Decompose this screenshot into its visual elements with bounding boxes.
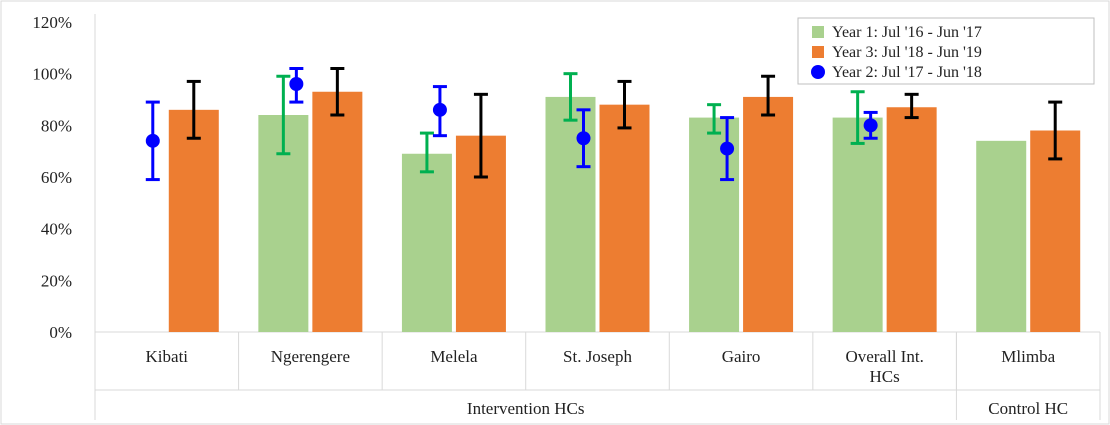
category-label: Gairo [722,347,761,366]
bar-year1 [401,153,452,332]
bar-year1 [832,117,883,332]
bar-year3 [886,107,937,332]
legend-label: Year 2: Jul '17 - Jun '18 [832,64,982,81]
bar-year3 [1030,130,1081,332]
group-label: Intervention HCs [467,399,585,418]
legend-box [797,17,1095,85]
point-year2 [576,131,591,146]
category-label: Overall Int. [845,347,923,366]
bar-year3 [168,109,219,332]
category-label: St. Joseph [563,347,632,366]
legend-swatch-year1 [812,26,824,38]
bar-year3 [599,104,650,333]
y-tick-label: 20% [41,271,72,290]
bar-year1 [976,140,1027,332]
bar-year3 [743,96,794,333]
y-tick-label: 80% [41,116,72,135]
point-year2 [720,141,735,156]
y-tick-label: 40% [41,220,72,239]
y-tick-label: 0% [49,323,72,342]
point-year2 [145,133,160,148]
category-label: HCs [870,367,900,386]
bar-year1 [545,96,596,333]
bar-year3 [312,91,363,332]
point-year2 [863,118,878,133]
legend-label: Year 3: Jul '18 - Jun '19 [832,44,982,61]
legend-swatch-year3 [812,46,824,58]
category-label: Melela [430,347,478,366]
y-tick-label: 60% [41,168,72,187]
category-label: Kibati [146,347,189,366]
y-tick-label: 120% [32,13,72,32]
group-label: Control HC [988,399,1068,418]
category-label: Ngerengere [271,347,350,366]
point-year2 [289,77,304,91]
legend-swatch-year2 [811,65,825,79]
legend-label: Year 1: Jul '16 - Jun '17 [832,24,982,41]
y-tick-label: 100% [32,65,72,84]
point-year2 [432,102,447,117]
category-label: Mlimba [1001,347,1055,366]
